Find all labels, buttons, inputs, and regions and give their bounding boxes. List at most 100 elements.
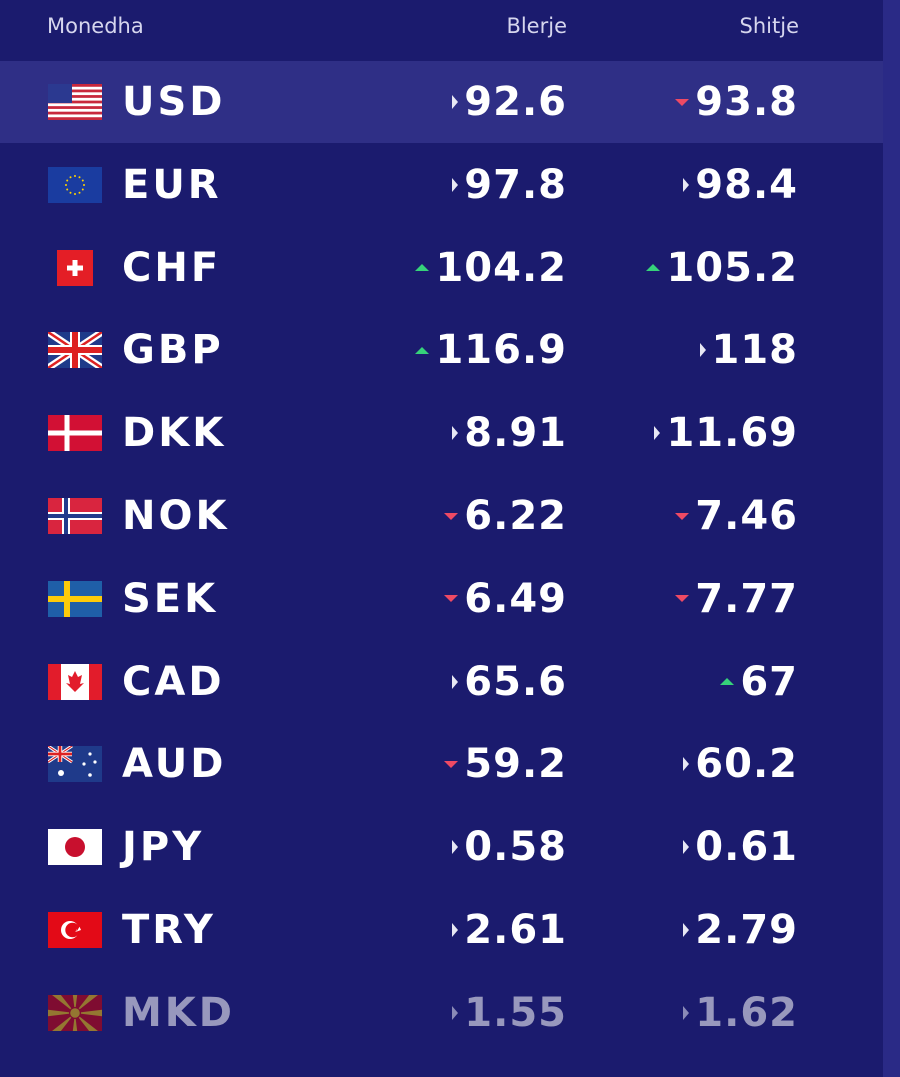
currency-row: SEK 6.49 7.77	[0, 558, 883, 640]
buy-rate: 65.6	[452, 659, 567, 705]
buy-rate: 0.58	[452, 824, 567, 870]
trend-arrow	[452, 923, 459, 937]
sell-rate: 105.2	[646, 245, 798, 291]
sell-value: 105.2	[666, 244, 798, 291]
buy-header: Blerje	[506, 14, 567, 38]
flag-icon	[48, 663, 102, 704]
currency-code: MKD	[122, 989, 236, 1036]
buy-rate: 8.91	[452, 410, 567, 456]
sell-value: 60.2	[695, 741, 798, 788]
sell-value: 11.69	[666, 410, 798, 457]
sell-rate: 1.62	[683, 990, 798, 1036]
sell-rate: 11.69	[654, 410, 798, 456]
sell-value: 7.46	[695, 493, 798, 539]
buy-value: 59.2	[464, 741, 567, 788]
trend-arrow	[675, 98, 690, 106]
trend-arrow	[675, 512, 690, 520]
sell-header: Shitje	[739, 14, 799, 38]
currency-row: USD 92.6 93.8	[0, 61, 883, 143]
table-header: Monedha Blerje Shitje	[0, 0, 883, 58]
buy-value: 2.61	[464, 907, 567, 953]
buy-rate: 92.6	[452, 79, 567, 125]
buy-value: 8.91	[464, 410, 567, 457]
scrollbar	[883, 0, 900, 1077]
currency-row: MKD 1.55 1.62	[0, 972, 883, 1054]
sell-value: 0.61	[695, 824, 798, 871]
sell-value: 93.8	[695, 79, 798, 125]
sell-value: 67	[740, 658, 798, 705]
trend-arrow	[683, 840, 690, 855]
flag-icon	[48, 249, 102, 290]
flag-icon	[48, 166, 102, 207]
buy-rate: 59.2	[444, 741, 567, 787]
flag-icon	[48, 84, 102, 124]
currency-code: EUR	[122, 161, 222, 208]
trend-arrow	[444, 595, 459, 603]
trend-arrow	[683, 923, 690, 937]
buy-value: 6.49	[464, 575, 567, 622]
sell-value: 7.77	[695, 575, 798, 622]
buy-value: 65.6	[464, 658, 567, 705]
trend-arrow	[415, 346, 430, 354]
sell-rate: 98.4	[683, 162, 798, 208]
buy-rate: 104.2	[415, 245, 567, 291]
sell-rate: 93.8	[675, 79, 798, 125]
buy-rate: 116.9	[415, 327, 567, 373]
currency-row: DKK 8.91 11.69	[0, 392, 883, 474]
currency-code: CHF	[122, 244, 222, 291]
currency-row: NOK 6.22 7.46	[0, 475, 883, 557]
trend-arrow	[683, 177, 690, 192]
trend-arrow	[675, 595, 690, 603]
buy-value: 6.22	[464, 493, 567, 539]
buy-value: 116.9	[435, 327, 567, 374]
trend-arrow	[452, 95, 459, 109]
sell-rate: 67	[720, 659, 798, 705]
sell-rate: 7.77	[675, 576, 798, 622]
buy-value: 92.6	[464, 79, 567, 125]
flag-icon	[46, 329, 104, 372]
sell-value: 2.79	[695, 907, 798, 953]
buy-rate: 6.49	[444, 576, 567, 622]
currency-code: CAD	[122, 658, 225, 705]
currency-code: DKK	[122, 410, 227, 457]
flag-icon	[47, 745, 102, 786]
currency-code: USD	[122, 79, 226, 125]
flag-icon	[48, 912, 102, 952]
buy-rate: 6.22	[444, 493, 567, 539]
sell-rate: 7.46	[675, 493, 798, 539]
currency-code: SEK	[122, 575, 219, 622]
flag-icon	[48, 829, 102, 869]
currency-row: GBP 116.9 118	[0, 309, 883, 391]
flag-icon	[35, 973, 115, 1053]
flag-icon	[48, 415, 102, 455]
trend-arrow	[452, 426, 459, 441]
currency-row: TRY 2.61 2.79	[0, 889, 883, 971]
buy-rate: 97.8	[452, 162, 567, 208]
flag-icon	[48, 498, 102, 538]
trend-arrow	[415, 264, 430, 272]
buy-rate: 2.61	[452, 907, 567, 953]
currency-code: TRY	[122, 907, 216, 953]
buy-value: 0.58	[464, 824, 567, 871]
trend-arrow	[720, 678, 735, 686]
flag-icon	[48, 580, 102, 621]
currency-code: AUD	[122, 741, 227, 788]
currency-code: NOK	[122, 493, 230, 539]
trend-arrow	[452, 177, 459, 192]
trend-arrow	[699, 343, 706, 358]
currency-header: Monedha	[47, 14, 144, 38]
sell-rate: 0.61	[683, 824, 798, 870]
currency-row: EUR 97.8 98.4	[0, 144, 883, 226]
buy-rate: 1.55	[452, 990, 567, 1036]
trend-arrow	[683, 757, 690, 772]
currency-row: JPY 0.58 0.61	[0, 806, 883, 888]
trend-arrow	[452, 840, 459, 855]
sell-value: 1.62	[695, 989, 798, 1036]
sell-value: 98.4	[695, 161, 798, 208]
trend-arrow	[654, 426, 661, 441]
trend-arrow	[444, 760, 459, 768]
currency-row: CAD 65.6 67	[0, 641, 883, 723]
buy-value: 97.8	[464, 161, 567, 208]
buy-value: 1.55	[464, 989, 567, 1036]
